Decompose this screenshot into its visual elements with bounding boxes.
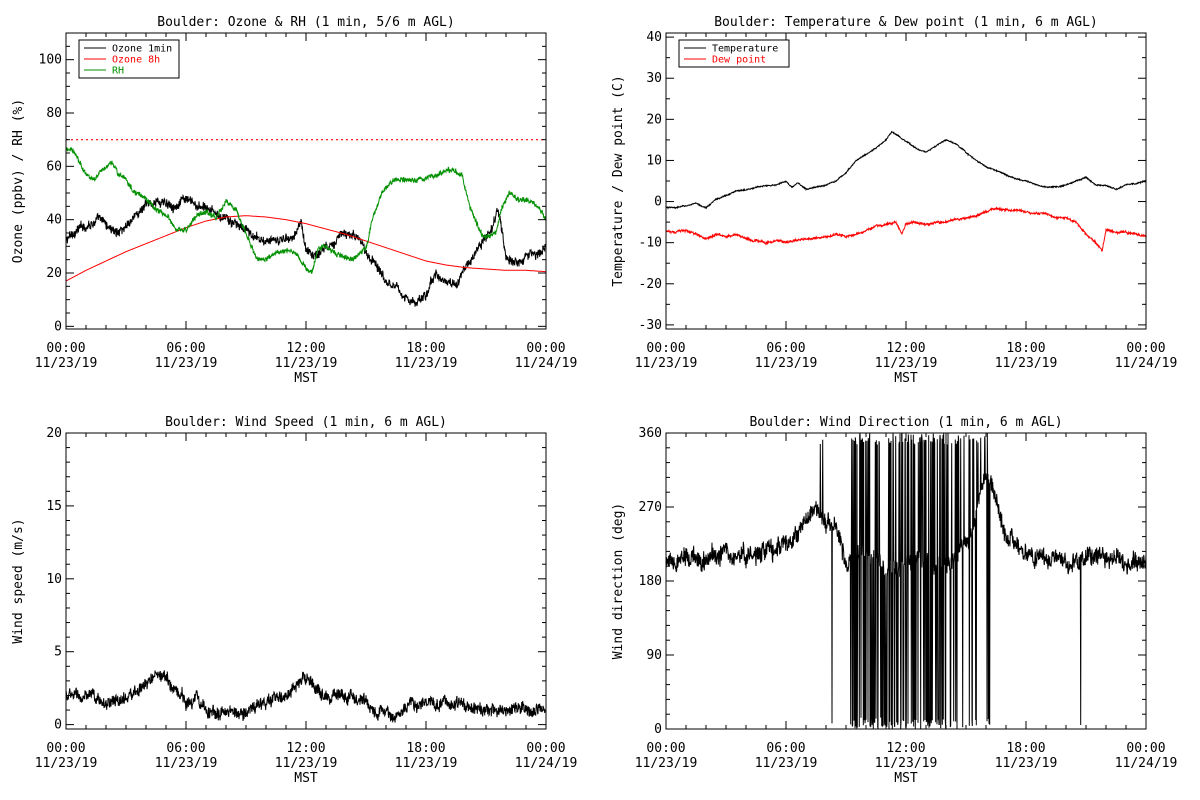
- y-tick-label: 15: [46, 499, 62, 514]
- y-tick-label: -10: [639, 236, 662, 251]
- series-line-temperature: [666, 130, 1146, 210]
- x-tick-label-time: 00:00: [46, 741, 85, 756]
- y-tick-label: 10: [46, 572, 62, 587]
- series-line-rh: [66, 146, 546, 274]
- x-tick-label-date: 11/23/19: [755, 356, 818, 371]
- y-axis-label: Wind direction (deg): [611, 503, 626, 660]
- x-tick-label-date: 11/23/19: [275, 356, 338, 371]
- x-tick-label-date: 11/23/19: [755, 756, 818, 771]
- legend-label: RH: [112, 66, 124, 77]
- chart-panel-temp-dew: Boulder: Temperature & Dew point (1 min,…: [611, 15, 1177, 386]
- y-tick-label: 20: [46, 426, 62, 441]
- y-axis-label: Ozone (ppbv) / RH (%): [11, 99, 26, 263]
- y-tick-label: 40: [46, 213, 62, 228]
- x-tick-label-time: 00:00: [526, 341, 565, 356]
- y-tick-label: 10: [646, 153, 662, 168]
- x-tick-label-date: 11/24/19: [515, 356, 578, 371]
- x-axis-label: MST: [894, 371, 918, 386]
- y-tick-label: -20: [639, 277, 662, 292]
- x-tick-label-time: 00:00: [646, 741, 685, 756]
- x-tick-label-time: 18:00: [1006, 341, 1045, 356]
- series-line-wind-direction: [666, 433, 1146, 729]
- x-tick-label-time: 18:00: [406, 341, 445, 356]
- x-tick-label-time: 00:00: [1126, 341, 1165, 356]
- x-tick-label-date: 11/23/19: [995, 356, 1058, 371]
- x-tick-label-time: 00:00: [646, 341, 685, 356]
- x-axis-label: MST: [894, 771, 918, 786]
- x-axis-label: MST: [294, 771, 318, 786]
- x-tick-label-date: 11/23/19: [155, 756, 218, 771]
- y-tick-label: 40: [646, 30, 662, 45]
- y-tick-label: 20: [46, 266, 62, 281]
- x-tick-label-time: 12:00: [886, 741, 925, 756]
- y-tick-label: 0: [654, 722, 662, 737]
- x-tick-label-time: 06:00: [766, 741, 805, 756]
- y-tick-label: 90: [646, 648, 662, 663]
- chart-panel-wind-speed: Boulder: Wind Speed (1 min, 6 m AGL) 0 5 10…: [11, 415, 577, 786]
- chart-title: Boulder: Temperature & Dew point (1 min,…: [714, 15, 1098, 30]
- series-line-wind-speed: [66, 670, 546, 723]
- x-tick-label-time: 06:00: [166, 341, 205, 356]
- legend-label: Ozone 1min: [112, 44, 172, 55]
- y-tick-label: 180: [639, 574, 662, 589]
- chart-panel-wind-direction: Boulder: Wind Direction (1 min, 6 m AGL)…: [611, 415, 1177, 786]
- x-tick-label-date: 11/23/19: [35, 756, 98, 771]
- chart-title: Boulder: Wind Speed (1 min, 6 m AGL): [165, 415, 447, 430]
- legend-label: Dew point: [712, 55, 766, 66]
- series-line-ozone-1min: [66, 193, 546, 307]
- x-tick-label-date: 11/23/19: [35, 356, 98, 371]
- x-tick-label-date: 11/24/19: [515, 756, 578, 771]
- y-tick-label: 5: [54, 645, 62, 660]
- chart-title: Boulder: Wind Direction (1 min, 6 m AGL): [749, 415, 1062, 430]
- y-tick-label: 20: [646, 112, 662, 127]
- y-axis-label: Wind speed (m/s): [11, 518, 26, 643]
- x-tick-label-date: 11/23/19: [635, 756, 698, 771]
- y-tick-label: 30: [646, 71, 662, 86]
- series-line-dew-point: [666, 206, 1146, 252]
- y-axis-label: Temperature / Dew point (C): [611, 75, 626, 286]
- legend-box: [678, 39, 790, 68]
- x-tick-label-time: 12:00: [886, 341, 925, 356]
- x-tick-label-time: 06:00: [166, 741, 205, 756]
- legend-label: Ozone 8h: [112, 55, 160, 66]
- chart-title: Boulder: Ozone & RH (1 min, 5/6 m AGL): [157, 15, 454, 30]
- x-tick-label-time: 18:00: [406, 741, 445, 756]
- series-line-ozone-8h: [66, 215, 546, 282]
- y-tick-label: 60: [46, 159, 62, 174]
- y-tick-label: 0: [654, 195, 662, 210]
- x-tick-label-date: 11/24/19: [1115, 356, 1178, 371]
- x-tick-label-date: 11/23/19: [275, 756, 338, 771]
- y-tick-label: 360: [639, 426, 662, 441]
- y-tick-label: 100: [39, 53, 62, 68]
- x-tick-label-date: 11/23/19: [635, 356, 698, 371]
- x-tick-label-time: 18:00: [1006, 741, 1045, 756]
- x-tick-label-time: 00:00: [46, 341, 85, 356]
- legend-label: Temperature: [712, 44, 778, 55]
- y-tick-label: 0: [54, 718, 62, 733]
- chart-panel-ozone-rh: Boulder: Ozone & RH (1 min, 5/6 m AGL) 0 2…: [11, 15, 577, 386]
- x-tick-label-date: 11/24/19: [1115, 756, 1178, 771]
- y-tick-label: -30: [639, 318, 662, 333]
- x-axis-label: MST: [294, 371, 318, 386]
- x-tick-label-time: 12:00: [286, 341, 325, 356]
- y-tick-label: 0: [54, 319, 62, 334]
- x-tick-label-time: 00:00: [526, 741, 565, 756]
- x-tick-label-time: 00:00: [1126, 741, 1165, 756]
- y-tick-label: 270: [639, 500, 662, 515]
- x-tick-label-time: 06:00: [766, 341, 805, 356]
- y-tick-label: 80: [46, 106, 62, 121]
- x-tick-label-date: 11/23/19: [395, 756, 458, 771]
- x-tick-label-time: 12:00: [286, 741, 325, 756]
- x-tick-label-date: 11/23/19: [875, 756, 938, 771]
- x-tick-label-date: 11/23/19: [155, 356, 218, 371]
- x-tick-label-date: 11/23/19: [395, 356, 458, 371]
- x-tick-label-date: 11/23/19: [995, 756, 1058, 771]
- x-tick-label-date: 11/23/19: [875, 356, 938, 371]
